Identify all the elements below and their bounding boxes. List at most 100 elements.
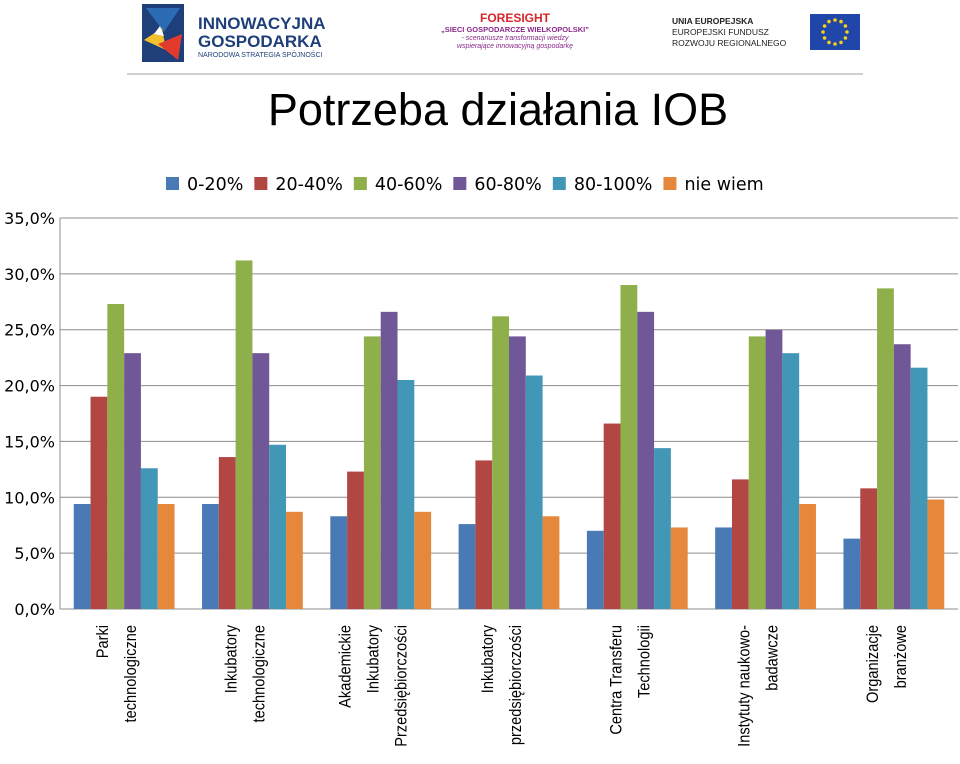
logo-innowacyjna-line2: GOSPODARKA	[198, 32, 322, 51]
bar-nie-wiem	[927, 499, 945, 609]
logo-innowacyjna-line3: NARODOWA STRATEGIA SPÓJNOŚCI	[198, 50, 323, 59]
bar-40-60-	[363, 336, 381, 609]
bar-80-100-	[782, 353, 800, 609]
bar-60-80-	[509, 336, 526, 609]
x-category-label-line: Centra Transferu	[607, 625, 625, 735]
logo-foresight-title: FORESIGHT	[480, 11, 551, 25]
x-category-label: Organizacje branżowe	[864, 625, 910, 703]
x-category-label-line: Akademickie	[337, 625, 355, 708]
chart-bars	[73, 260, 945, 609]
bar-60-80-	[124, 353, 141, 609]
legend-label: nie wiem	[684, 175, 763, 195]
x-category-label-line: przedsiębiorczości	[507, 625, 525, 745]
bar-80-100-	[910, 367, 928, 609]
bar-0-20-	[330, 516, 348, 609]
x-category-label-line: Inkubatory	[479, 625, 497, 693]
x-axis: Parki technologiczne Inkubatory technologic…	[94, 625, 910, 747]
x-category-label-line: technologiczne	[122, 625, 140, 723]
x-category-label: Akademickie Inkubatory Przedsiębiorczości	[337, 625, 411, 747]
x-category-label-line: Inkubatory	[365, 625, 383, 693]
x-category-label: Centra Transferu Technologii	[607, 625, 653, 735]
bar-0-20-	[202, 503, 219, 609]
bar-40-60-	[620, 285, 638, 609]
y-tick-label: 10,0%	[4, 488, 55, 507]
legend-swatch	[353, 177, 367, 190]
bar-nie-wiem	[157, 503, 175, 609]
bar-40-60-	[492, 316, 509, 609]
bar-80-100-	[269, 444, 287, 609]
bar-nie-wiem	[286, 511, 303, 609]
legend-swatch	[552, 177, 566, 190]
x-category-label-line: Inkubatory	[222, 625, 240, 693]
chart-legend: 0-20% 20-40% 40-60% 60-80% 80-100% nie wiem	[166, 175, 764, 195]
legend-label: 80-100%	[574, 175, 653, 195]
bar-40-60-	[748, 336, 766, 609]
bar-0-20-	[458, 524, 476, 609]
bar-nie-wiem	[799, 503, 816, 609]
bar-80-100-	[525, 375, 543, 609]
x-category-label-line: badawcze	[764, 625, 782, 691]
legend-swatch	[166, 177, 179, 190]
legend-label: 0-20%	[187, 175, 243, 195]
legend-swatch	[663, 177, 677, 190]
bar-40-60-	[235, 260, 253, 609]
logo-eu-line2: EUROPEJSKI FUNDUSZ	[672, 27, 769, 37]
bar-60-80-	[252, 353, 270, 609]
logo-eu-line3: ROZWOJU REGIONALNEGO	[672, 38, 787, 48]
x-category-label-line: technologiczne	[250, 625, 268, 723]
bar-chart: 0-20% 20-40% 40-60% 60-80% 80-100% nie wiem 0…	[4, 175, 958, 747]
header: INNOWACYJNA GOSPODARKA NARODOWA STRATEGI…	[0, 0, 960, 78]
bar-20-40-	[347, 471, 364, 609]
x-category-label-line: Przedsiębiorczości	[393, 625, 411, 747]
logo-eu-line1: UNIA EUROPEJSKA	[672, 16, 753, 26]
legend-label: 40-60%	[375, 175, 442, 195]
bar-0-20-	[843, 538, 861, 609]
legend-swatch	[453, 177, 467, 190]
x-category-label-line: Parki	[94, 625, 112, 658]
y-axis: 0,0% 5,0% 10,0% 15,0% 20,0% 25,0% 30,0% 35,0%	[4, 209, 61, 619]
x-category-label: Parki technologiczne	[94, 625, 140, 723]
legend-label: 60-80%	[474, 175, 541, 195]
bar-80-100-	[397, 379, 415, 609]
foresight-logo: FORESIGHT „SIECI GOSPODARCZE WIELKOPOLSK…	[441, 11, 589, 50]
bar-60-80-	[637, 311, 655, 609]
eu-logo: UNIA EUROPEJSKA EUROPEJSKI FUNDUSZ ROZWO…	[672, 14, 860, 50]
bar-nie-wiem	[414, 511, 432, 609]
y-tick-label: 30,0%	[4, 265, 55, 284]
bar-20-40-	[90, 396, 108, 609]
bar-80-100-	[140, 468, 158, 609]
bar-20-40-	[731, 479, 749, 609]
y-tick-label: 20,0%	[4, 377, 55, 396]
bar-60-80-	[893, 344, 911, 609]
bar-20-40-	[860, 488, 878, 609]
innowacyjna-gospodarka-logo: INNOWACYJNA GOSPODARKA NARODOWA STRATEGI…	[142, 4, 326, 62]
header-divider	[127, 73, 863, 75]
y-tick-label: 15,0%	[4, 432, 55, 451]
bar-20-40-	[218, 457, 236, 609]
logo-foresight-line3: wspierające innowacyjną gospodarkę	[457, 43, 573, 50]
logo-foresight-line2: - scenariusze transformacji wiedzy	[462, 35, 569, 42]
bar-20-40-	[475, 460, 493, 609]
bar-40-60-	[107, 304, 125, 609]
bar-40-60-	[877, 288, 894, 609]
y-tick-label: 25,0%	[4, 321, 55, 340]
chart-title: Potrzeba działania IOB	[267, 84, 729, 135]
bar-20-40-	[603, 423, 621, 609]
logo-innowacyjna-line1: INNOWACYJNA	[198, 14, 326, 33]
bar-0-20-	[586, 530, 604, 609]
legend-swatch	[254, 177, 268, 190]
x-category-label: Inkubatory przedsiębiorczości	[479, 625, 525, 745]
bar-60-80-	[765, 329, 783, 609]
bar-nie-wiem	[670, 527, 688, 609]
x-category-label-line: Organizacje	[864, 625, 882, 703]
y-tick-label: 0,0%	[14, 600, 55, 619]
x-category-label: Instytuty naukowo-badawcze	[736, 625, 782, 747]
y-tick-label: 5,0%	[14, 544, 55, 563]
legend-label: 20-40%	[275, 175, 342, 195]
logo-foresight-line1: „SIECI GOSPODARCZE WIELKOPOLSKI”	[441, 25, 589, 34]
bar-nie-wiem	[542, 516, 560, 609]
x-category-label-line: Instytuty naukowo-	[736, 625, 754, 747]
x-category-label-line: Technologii	[635, 625, 653, 698]
bar-0-20-	[73, 503, 91, 609]
y-tick-label: 35,0%	[4, 209, 55, 228]
